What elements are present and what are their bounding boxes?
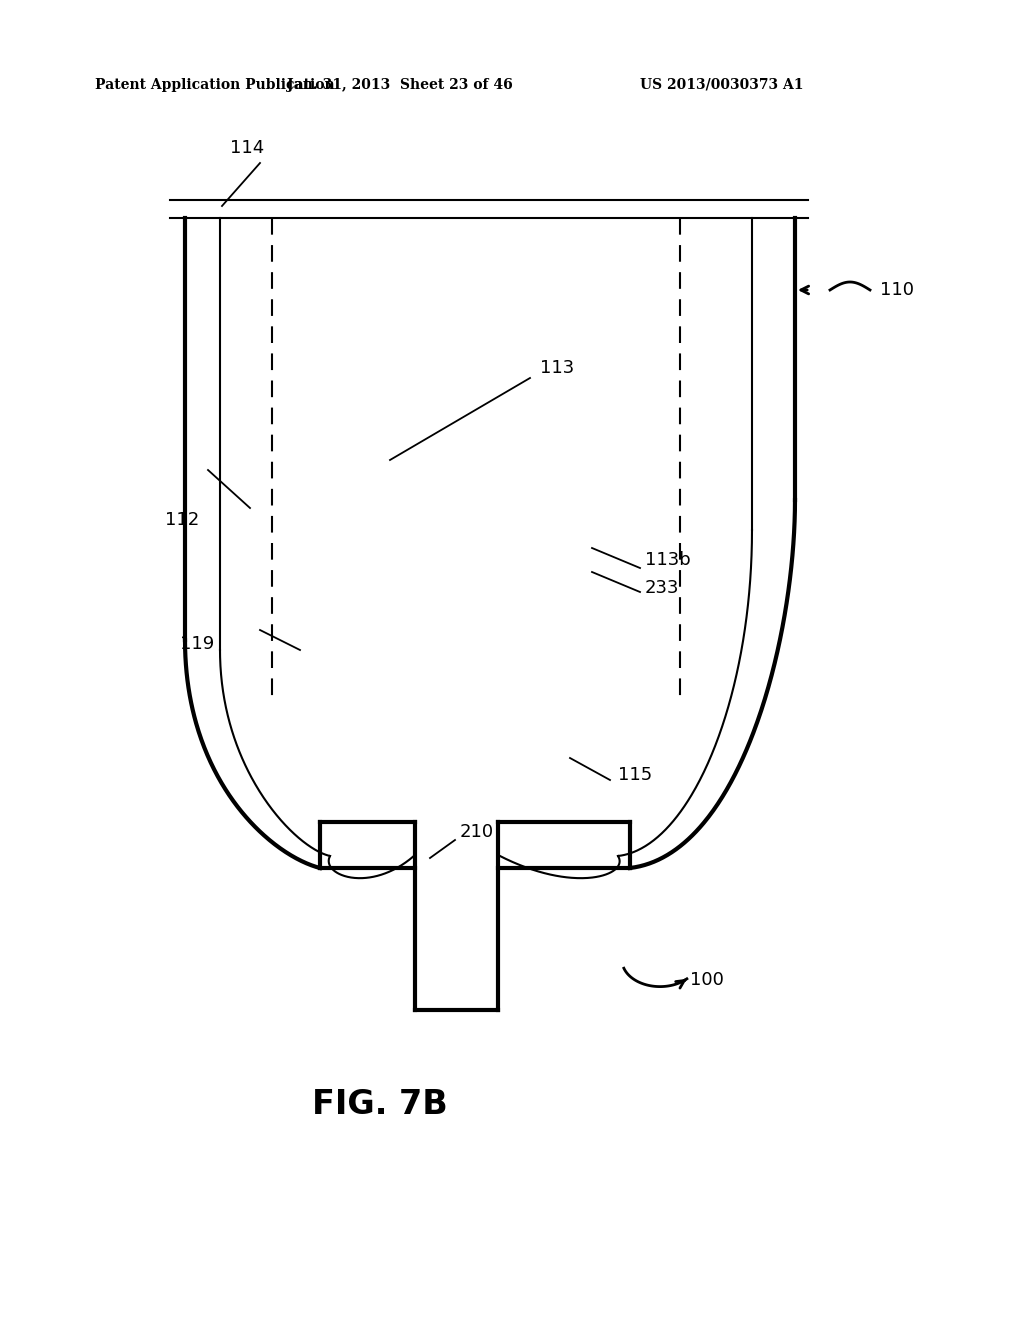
Text: 113b: 113b <box>645 550 691 569</box>
Text: 113: 113 <box>540 359 574 378</box>
Text: 110: 110 <box>880 281 914 300</box>
Text: 233: 233 <box>645 579 680 597</box>
Text: US 2013/0030373 A1: US 2013/0030373 A1 <box>640 78 804 92</box>
Text: 115: 115 <box>618 766 652 784</box>
Text: FIG. 7B: FIG. 7B <box>312 1089 447 1122</box>
Text: 210: 210 <box>460 822 495 841</box>
Text: Patent Application Publication: Patent Application Publication <box>95 78 335 92</box>
Text: 119: 119 <box>180 635 214 653</box>
Text: 114: 114 <box>230 139 264 157</box>
Text: Jan. 31, 2013  Sheet 23 of 46: Jan. 31, 2013 Sheet 23 of 46 <box>287 78 513 92</box>
Text: 100: 100 <box>690 972 724 989</box>
Text: 112: 112 <box>165 511 200 529</box>
